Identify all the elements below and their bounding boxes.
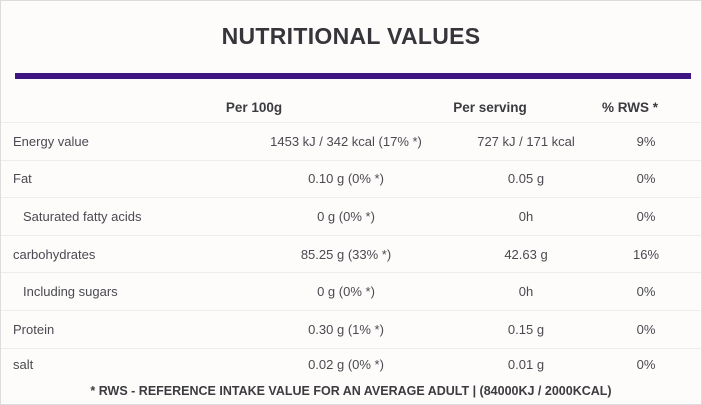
table-row-salt: salt 0.02 g (0% *) 0.01 g 0% <box>1 349 701 380</box>
row-label: Fat <box>13 171 32 187</box>
value-rws: 9% <box>636 133 656 149</box>
accent-divider <box>15 73 691 79</box>
value-per-serving: 0.15 g <box>507 321 545 337</box>
panel-title: NUTRITIONAL VALUES <box>221 23 481 49</box>
value-per-100g: 85.25 g (33% *) <box>300 246 392 262</box>
value-rws: 0% <box>636 321 656 337</box>
column-header-per-serving: Per serving <box>453 100 527 115</box>
value-per-100g: 1453 kJ / 342 kcal (17% *) <box>270 133 422 149</box>
value-rws: 0% <box>636 208 656 224</box>
row-label: carbohydrates <box>13 246 96 262</box>
rws-footnote: * RWS - REFERENCE INTAKE VALUE FOR AN AV… <box>90 383 612 398</box>
nutrition-table: Per 100g Per serving % RWS * Energy valu… <box>1 95 701 398</box>
value-per-serving: 42.63 g <box>504 246 548 262</box>
table-row-protein: Protein 0.30 g (1% *) 0.15 g 0% <box>1 311 701 349</box>
value-per-100g: 0 g (0% *) <box>317 284 375 300</box>
table-row-energy: Energy value 1453 kJ / 342 kcal (17% *) … <box>1 123 701 161</box>
row-label: Energy value <box>13 133 89 149</box>
table-row-saturated-fat: Saturated fatty acids 0 g (0% *) 0h 0% <box>1 198 701 236</box>
value-per-100g: 0.10 g (0% *) <box>308 171 384 187</box>
value-per-100g: 0.02 g (0% *) <box>308 356 384 372</box>
value-per-serving: 0h <box>518 208 534 224</box>
row-label: Saturated fatty acids <box>23 208 142 224</box>
row-label: Protein <box>13 321 55 337</box>
value-rws: 16% <box>632 246 660 262</box>
row-label: Including sugars <box>23 284 118 300</box>
value-per-100g: 0.30 g (1% *) <box>308 321 384 337</box>
value-rws: 0% <box>636 284 656 300</box>
value-rws: 0% <box>636 356 656 372</box>
row-label: salt <box>13 356 34 372</box>
value-per-serving: 0h <box>518 284 534 300</box>
value-per-serving: 0.01 g <box>507 356 545 372</box>
table-row-fat: Fat 0.10 g (0% *) 0.05 g 0% <box>1 161 701 199</box>
table-row-sugars: Including sugars 0 g (0% *) 0h 0% <box>1 273 701 311</box>
table-row-carbohydrates: carbohydrates 85.25 g (33% *) 42.63 g 16… <box>1 236 701 274</box>
column-header-per-100g: Per 100g <box>225 100 283 115</box>
table-header-row: Per 100g Per serving % RWS * <box>1 95 701 123</box>
value-rws: 0% <box>636 171 656 187</box>
value-per-serving: 0.05 g <box>507 171 545 187</box>
value-per-serving: 727 kJ / 171 kcal <box>477 133 575 149</box>
value-per-100g: 0 g (0% *) <box>317 208 375 224</box>
column-header-rws: % RWS * <box>601 100 659 115</box>
